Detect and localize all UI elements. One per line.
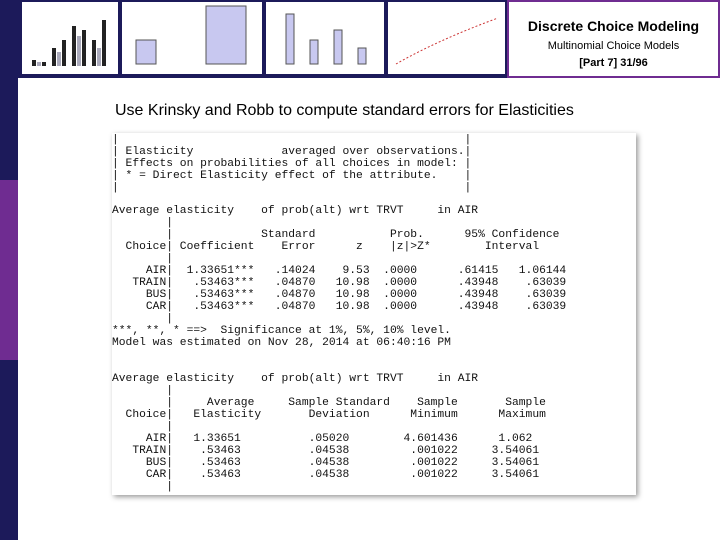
thumbnail-bars (37, 36, 101, 66)
output-line: Choice| Coefficient Error z |z|>Z* Inter… (112, 241, 540, 253)
output-line: | (112, 481, 174, 493)
output-line: | | (112, 134, 472, 146)
output-line: | (112, 253, 174, 265)
output-line: | | (112, 182, 472, 194)
side-accent (0, 180, 18, 360)
estimates-table: Average elasticity of prob(alt) wrt TRVT… (112, 205, 566, 349)
output-line: Average elasticity of prob(alt) wrt TRVT… (112, 373, 479, 385)
slide-subtitle: Multinomial Choice Models (547, 40, 680, 52)
output-line: TRAIN| .53463 .04538 .001022 3.54061 (112, 445, 540, 457)
heading: Use Krinsky and Robb to compute standard… (115, 102, 574, 119)
slide-title: Discrete Choice Modeling (527, 18, 700, 34)
output-line: | Average Sample Standard Sample Sample (112, 397, 546, 409)
output-line: | (112, 313, 174, 325)
thumbnail (388, 2, 505, 74)
thumbnail-bar (135, 39, 157, 65)
notice-box: | | | Elasticity averaged over observatio… (112, 134, 471, 194)
output-line: | (112, 385, 174, 397)
output-line: Choice| Elasticity Deviation Minimum Max… (112, 409, 546, 421)
output-line: BUS| .53463 .04538 .001022 3.54061 (112, 457, 540, 469)
output-line: | * = Direct Elasticity effect of the at… (112, 170, 472, 182)
output-line: AIR| 1.33651 .05020 4.601436 1.062 (112, 433, 533, 445)
output-line: | Standard Prob. 95% Confidence (112, 229, 560, 241)
output-line: BUS| .53463*** .04870 10.98 .0000 .43948… (112, 289, 567, 301)
thumbnail-bars (285, 13, 367, 65)
output-line: | Effects on probabilities of all choice… (112, 158, 472, 170)
title-box: Discrete Choice Modeling Multinomial Cho… (507, 0, 720, 78)
output-line: | Elasticity averaged over observations.… (112, 146, 472, 158)
output-line: Model was estimated on Nov 28, 2014 at 0… (112, 337, 451, 349)
thumbnails (22, 2, 505, 74)
output-line: ***, **, * ==> Significance at 1%, 5%, 1… (112, 325, 451, 337)
output-line: AIR| 1.33651*** .14024 9.53 .0000 .61415… (112, 265, 567, 277)
output-line: | (112, 421, 174, 433)
summary-table: Average elasticity of prob(alt) wrt TRVT… (112, 373, 546, 493)
output-line: CAR| .53463 .04538 .001022 3.54061 (112, 469, 540, 481)
thumbnail-bar (205, 5, 247, 65)
output-line: CAR| .53463*** .04870 10.98 .0000 .43948… (112, 301, 567, 313)
output-line: | (112, 217, 174, 229)
thumbnail-bars (32, 20, 106, 66)
output-panel (112, 133, 636, 495)
output-line: Average elasticity of prob(alt) wrt TRVT… (112, 205, 479, 217)
thumbnail-curve (395, 17, 499, 65)
slide-number: [Part 7] 31/96 (579, 57, 648, 69)
output-line: TRAIN| .53463*** .04870 10.98 .0000 .439… (112, 277, 567, 289)
